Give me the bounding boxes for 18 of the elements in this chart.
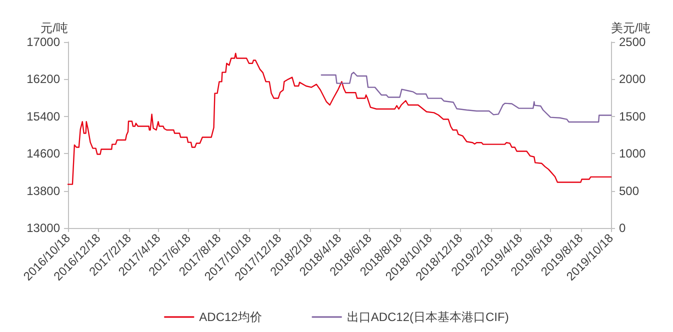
y2-tick-label: 1500 — [619, 109, 646, 124]
y2-axis-title: 美元/吨 — [611, 21, 650, 35]
y-tick-label: 17000 — [26, 35, 60, 49]
y2-tick-label: 1000 — [619, 146, 646, 161]
line-series — [320, 72, 612, 123]
y2-tick-label: 0 — [619, 221, 626, 235]
y-tick-label: 13800 — [26, 184, 60, 198]
y2-tick-label: 2500 — [619, 35, 646, 49]
y-tick-label: 16200 — [26, 72, 60, 86]
y-tick-label: 15400 — [26, 109, 60, 124]
line-series — [67, 52, 612, 185]
y-tick-label: 13000 — [26, 221, 60, 235]
y-tick-label: 14600 — [26, 146, 60, 161]
y-axis-title: 元/吨 — [40, 21, 68, 35]
y2-tick-label: 500 — [619, 184, 640, 198]
legend-label: ADC12均价 — [199, 310, 262, 324]
legend-label: 出口ADC12(日本基本港口CIF) — [346, 310, 509, 324]
y2-tick-label: 2000 — [619, 72, 646, 86]
